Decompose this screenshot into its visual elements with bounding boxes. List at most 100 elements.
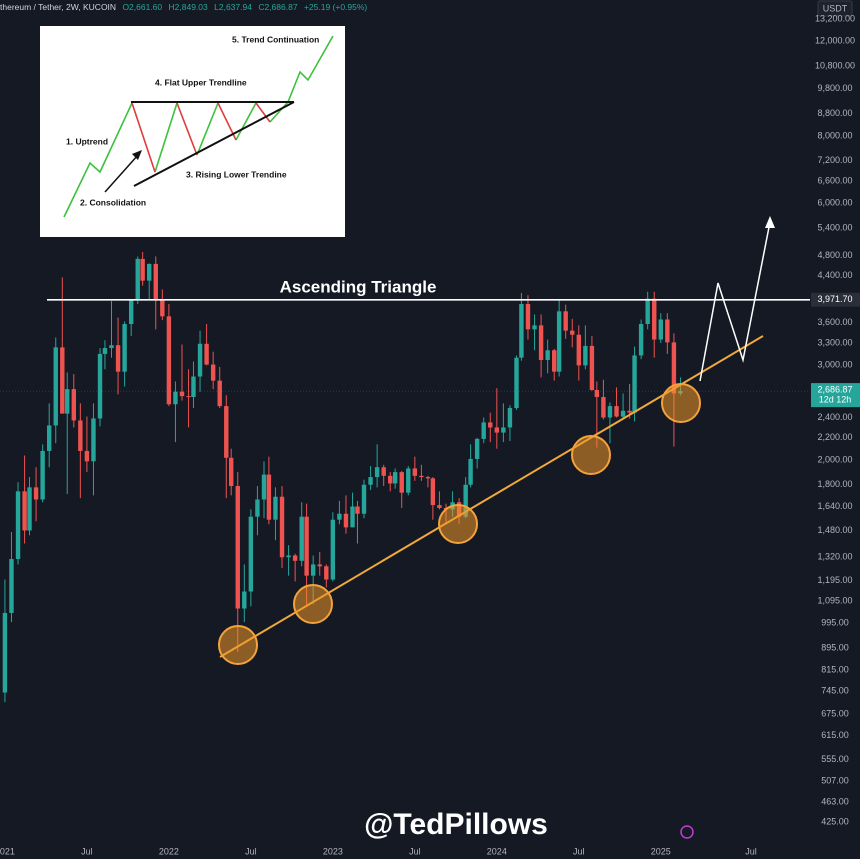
candle-body (9, 559, 14, 613)
candle-body (463, 484, 468, 517)
zigzag-up (196, 102, 219, 156)
candle-body (381, 467, 386, 476)
candle-body (22, 491, 27, 531)
candle-body (652, 298, 657, 340)
candle-body (273, 496, 278, 520)
candle-body (374, 467, 380, 478)
candle-body (538, 325, 544, 360)
candle-body (304, 516, 309, 576)
candle-body (266, 474, 272, 520)
candle-body (292, 555, 298, 561)
inset-label: 1. Uptrend (66, 136, 108, 146)
y-tick-label: 555.00 (821, 754, 849, 764)
y-tick-label: 1,320.00 (817, 552, 852, 562)
candle-body (601, 397, 606, 418)
symbol: thereum / Tether, 2W, KUCOIN (0, 2, 116, 12)
candle-body (494, 427, 500, 433)
projection-arrow (699, 221, 771, 382)
candle-body (46, 425, 52, 451)
candle-body (532, 325, 537, 330)
touch-circle (571, 435, 611, 475)
candle-body (173, 391, 178, 405)
candle-body (468, 458, 473, 485)
watermark: @TedPillows (364, 808, 548, 841)
candle-body (317, 564, 322, 567)
candle-body (638, 324, 644, 356)
x-tick-label: Jul (245, 846, 257, 856)
candle-body (330, 519, 336, 580)
touch-circles (218, 383, 701, 665)
rising-lower-line (133, 101, 295, 187)
candle-body (488, 422, 493, 428)
candle-body (361, 484, 367, 514)
candle-body (425, 477, 431, 479)
y-tick-label: 507.00 (821, 775, 849, 785)
candle-body (525, 304, 531, 330)
x-tick-label: 2025 (651, 846, 671, 856)
candle-body (53, 347, 58, 426)
candle-body (242, 591, 247, 609)
candle-body (607, 406, 613, 418)
candle-body (337, 513, 342, 520)
candle-body (310, 564, 316, 576)
zigzag-down (176, 102, 198, 156)
open: O2,661.60 (122, 2, 162, 12)
x-tick-label: 2024 (487, 846, 507, 856)
y-tick-label: 995.00 (821, 618, 849, 628)
candle-body (109, 345, 114, 349)
candle-body (204, 343, 209, 365)
y-tick-label: 1,195.00 (817, 575, 852, 585)
candle-body (115, 345, 121, 372)
x-tick-label: Jul (745, 846, 757, 856)
y-tick-label: 2,200.00 (817, 432, 852, 442)
candle-body (235, 486, 240, 609)
candle-body (514, 357, 519, 408)
y-tick-label: 10,800.00 (815, 60, 855, 70)
annotation: Ascending Triangle (280, 277, 437, 296)
candle-body (2, 612, 8, 693)
y-tick-label: 3,600.00 (817, 317, 852, 327)
candle-body (210, 364, 216, 381)
y-tick-label: 13,200.00 (815, 13, 855, 23)
y-tick-label: 895.00 (821, 642, 849, 652)
y-tick-label: 7,200.00 (817, 155, 852, 165)
y-tick-label: 3,000.00 (817, 360, 852, 370)
candle-body (556, 311, 562, 372)
candle-body (632, 355, 637, 413)
y-tick-label: 1,480.00 (817, 525, 852, 535)
inset-label: 2. Consolidation (80, 197, 146, 207)
x-tick-label: 2023 (323, 846, 343, 856)
zigzag-down (131, 102, 156, 173)
candle-body (474, 438, 480, 459)
candle-body (78, 420, 83, 451)
arrow-head (765, 216, 775, 228)
candle-body (570, 330, 575, 335)
y-tick-label: 2,000.00 (817, 454, 852, 464)
y-tick-label: 8,000.00 (817, 130, 852, 140)
y-tick-label: 2,400.00 (817, 412, 852, 422)
y-tick-label: 745.00 (821, 685, 849, 695)
candle-body (97, 353, 103, 419)
y-tick-label: 1,800.00 (817, 479, 852, 489)
y-tick-label: 6,600.00 (817, 175, 852, 185)
candle-body (217, 380, 222, 407)
plot-area (0, 252, 810, 703)
candle-body (135, 258, 140, 300)
candle-body (191, 376, 196, 398)
candle-body (197, 343, 203, 377)
x-tick-label: 2021 (0, 846, 15, 856)
candle-body (583, 345, 588, 366)
header: thereum / Tether, 2W, KUCOIN O2,661.60 H… (0, 2, 367, 12)
y-tick-label: 675.00 (821, 708, 849, 718)
pointer-head (132, 150, 142, 160)
candle-body (91, 418, 96, 462)
change: +25.19 (+0.95%) (304, 2, 367, 12)
candle-body (620, 410, 626, 417)
resistance-label: 3,971.70 (817, 294, 852, 304)
candle-body (324, 566, 329, 580)
candle-body (399, 472, 404, 493)
touch-circle (661, 383, 701, 423)
zigzag-up (154, 102, 178, 173)
candle-body (140, 258, 145, 281)
